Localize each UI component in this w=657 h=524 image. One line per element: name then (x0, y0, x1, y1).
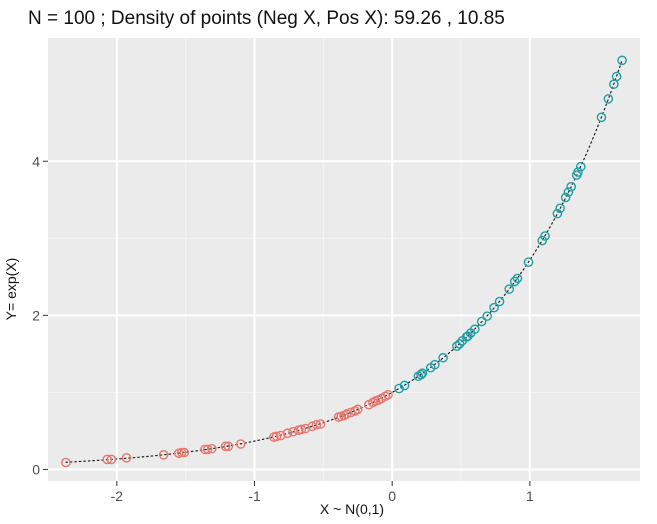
negative-x-point (223, 441, 234, 452)
positive-x-point (399, 380, 410, 391)
positive-x-point (416, 369, 426, 380)
positive-x-point (537, 235, 548, 246)
negative-x-point (352, 404, 363, 415)
positive-x-point (509, 276, 520, 287)
y-tick-label: 4 (32, 153, 40, 169)
positive-x-point (454, 339, 465, 349)
y-axis-title: Y= exp(X) (3, 258, 19, 321)
negative-x-point (106, 454, 117, 465)
positive-x-point (576, 161, 586, 172)
negative-x-point (158, 450, 169, 460)
chart-title: N = 100 ; Density of points (Neg X, Pos … (28, 8, 505, 29)
positive-x-point (417, 368, 428, 378)
positive-x-point (452, 341, 462, 351)
positive-x-point (476, 316, 487, 327)
positive-x-point (540, 231, 550, 241)
positive-x-point (563, 187, 574, 197)
positive-x-point (596, 112, 607, 123)
negative-x-point (282, 428, 293, 439)
x-tick-label: 1 (526, 488, 534, 504)
positive-x-point (489, 302, 499, 313)
axes: -2 -1 0 1 0 2 4 (32, 153, 534, 504)
negative-x-point (235, 439, 246, 449)
negative-x-point (179, 447, 190, 458)
y-tick-label: 2 (32, 307, 40, 323)
negative-x-point (176, 447, 187, 458)
negative-x-point (383, 389, 393, 400)
x-tick-label: 0 (388, 488, 396, 504)
grid-lines (48, 38, 640, 481)
negative-x-point (296, 424, 307, 435)
positive-x-point (438, 352, 448, 363)
positive-x-point (573, 167, 583, 177)
positive-x-point (555, 203, 565, 214)
negative-x-point (202, 444, 213, 455)
positive-x-point (566, 181, 576, 192)
positive-x-point (463, 331, 473, 341)
positive-x-point (603, 94, 614, 104)
negative-x-point (102, 454, 112, 465)
x-tick-label: -1 (248, 488, 261, 504)
positive-x-point (523, 257, 534, 267)
negative-x-point (271, 431, 282, 442)
x-axis-title: X ~ N(0,1) (320, 501, 384, 517)
exp-curve-path (65, 59, 623, 463)
negative-x-point (121, 453, 132, 463)
positive-x-point (430, 359, 440, 370)
positive-x-point (504, 284, 515, 294)
negative-x-point (341, 409, 352, 419)
x-tick-label: -2 (111, 488, 124, 504)
exp-curve (65, 59, 623, 463)
y-tick-label: 0 (32, 461, 40, 477)
positive-x-point (611, 71, 622, 82)
positive-x-point (552, 208, 563, 219)
negative-x-point (220, 441, 231, 452)
plot-panel (48, 38, 640, 481)
positive-x-point (512, 273, 523, 284)
positive-x-point (469, 324, 480, 335)
positive-x-point (494, 296, 505, 307)
positive-x-point (482, 311, 492, 321)
data-points (61, 55, 627, 468)
positive-x-point (617, 55, 627, 66)
panel-background (48, 38, 640, 481)
negative-x-point (315, 419, 326, 429)
negative-x-point (311, 419, 322, 430)
positive-x-point (394, 383, 404, 394)
negative-x-point (207, 443, 217, 454)
positive-x-point (560, 192, 571, 203)
negative-x-point (200, 444, 210, 455)
negative-x-point (61, 457, 71, 468)
